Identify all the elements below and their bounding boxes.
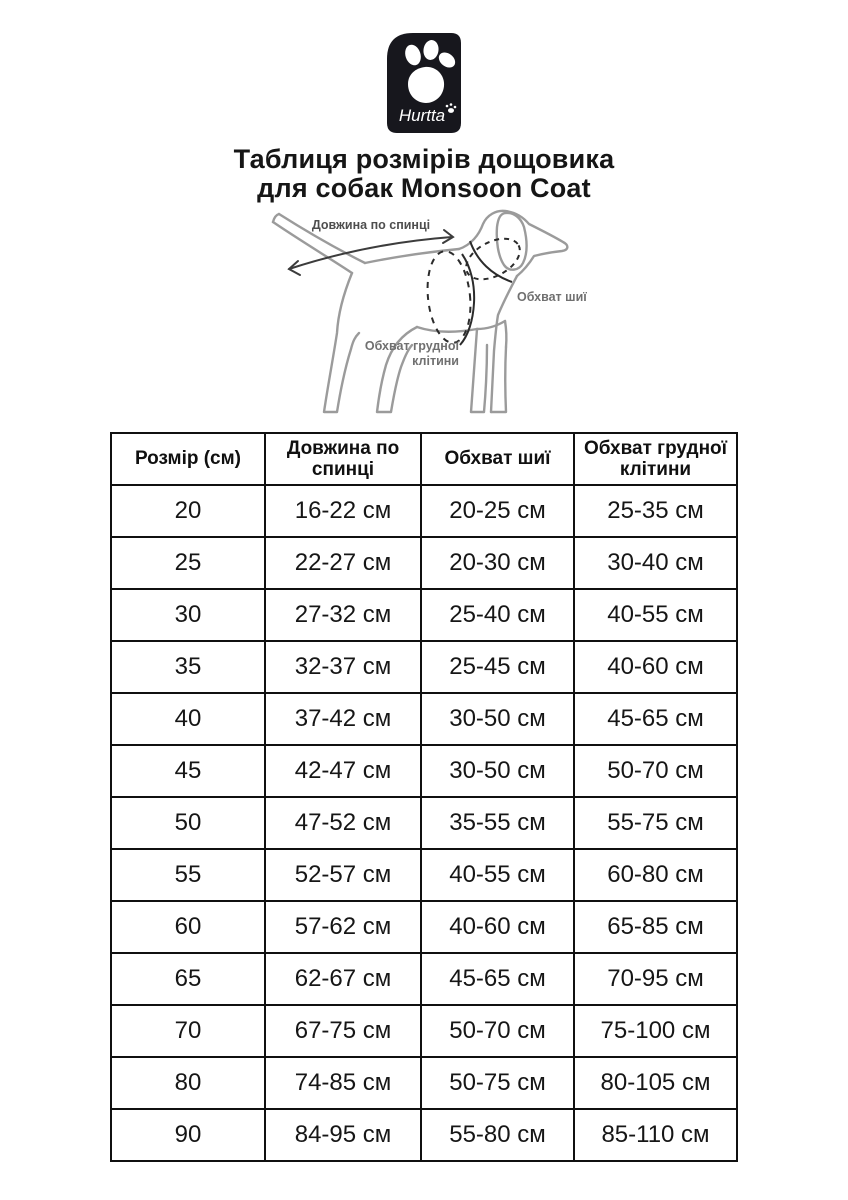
measure-cell: 57-62 см <box>264 900 422 954</box>
measure-cell: 22-27 см <box>264 536 422 590</box>
page-title: Таблиця розмірів дощовика для собак Mons… <box>0 145 848 203</box>
table-row: 90 84-95 см 55-80 см 85-110 см <box>110 1108 738 1162</box>
measure-cell: 50-70 см <box>573 744 738 798</box>
table-row: 65 62-67 см 45-65 см 70-95 см <box>110 952 738 1006</box>
measure-cell: 75-100 см <box>573 1004 738 1058</box>
size-cell: 70 <box>110 1004 266 1058</box>
measure-cell: 37-42 см <box>264 692 422 746</box>
size-table: Розмір (см) Довжина по спинці Обхват шиї… <box>110 432 738 1162</box>
size-cell: 55 <box>110 848 266 902</box>
table-row: 40 37-42 см 30-50 см 45-65 см <box>110 692 738 746</box>
size-cell: 40 <box>110 692 266 746</box>
col-header-size: Розмір (см) <box>110 432 266 486</box>
table-row: 20 16-22 см 20-25 см 25-35 см <box>110 484 738 538</box>
measure-cell: 52-57 см <box>264 848 422 902</box>
table-row: 60 57-62 см 40-60 см 65-85 см <box>110 900 738 954</box>
measure-cell: 80-105 см <box>573 1056 738 1110</box>
size-cell: 20 <box>110 484 266 538</box>
measure-cell: 35-55 см <box>420 796 575 850</box>
size-cell: 35 <box>110 640 266 694</box>
size-cell: 65 <box>110 952 266 1006</box>
measure-cell: 40-60 см <box>420 900 575 954</box>
measure-cell: 50-75 см <box>420 1056 575 1110</box>
measure-cell: 30-40 см <box>573 536 738 590</box>
size-cell: 50 <box>110 796 266 850</box>
back-length-arrow <box>287 229 455 276</box>
table-row: 70 67-75 см 50-70 см 75-100 см <box>110 1004 738 1058</box>
size-table-body: 20 16-22 см 20-25 см 25-35 см 25 22-27 см 20-3… <box>110 484 738 1162</box>
measure-cell: 70-95 см <box>573 952 738 1006</box>
chest-girth-label-line2: клітини <box>412 354 459 368</box>
page-title-line2: для собак Monsoon Coat <box>257 173 591 203</box>
measure-cell: 47-52 см <box>264 796 422 850</box>
size-cell: 60 <box>110 900 266 954</box>
measure-cell: 45-65 см <box>420 952 575 1006</box>
table-header-row: Розмір (см) Довжина по спинці Обхват шиї… <box>110 432 738 486</box>
table-row: 55 52-57 см 40-55 см 60-80 см <box>110 848 738 902</box>
measure-cell: 60-80 см <box>573 848 738 902</box>
measure-cell: 40-55 см <box>420 848 575 902</box>
table-row: 25 22-27 см 20-30 см 30-40 см <box>110 536 738 590</box>
measure-cell: 65-85 см <box>573 900 738 954</box>
measure-cell: 25-40 см <box>420 588 575 642</box>
mini-paw-icon <box>445 103 457 113</box>
size-cell: 90 <box>110 1108 266 1162</box>
neck-girth-label: Обхват шиї <box>517 290 587 304</box>
col-header-chest-girth: Обхват грудної клітини <box>573 432 738 486</box>
measure-cell: 30-50 см <box>420 692 575 746</box>
col-header-back-length: Довжина по спинці <box>264 432 422 486</box>
measure-cell: 32-37 см <box>264 640 422 694</box>
table-row: 30 27-32 см 25-40 см 40-55 см <box>110 588 738 642</box>
measure-cell: 20-30 см <box>420 536 575 590</box>
hurtta-logo: Hurtta <box>387 33 461 133</box>
size-cell: 25 <box>110 536 266 590</box>
measure-cell: 84-95 см <box>264 1108 422 1162</box>
measure-cell: 40-55 см <box>573 588 738 642</box>
size-cell: 45 <box>110 744 266 798</box>
measure-cell: 30-50 см <box>420 744 575 798</box>
size-cell: 80 <box>110 1056 266 1110</box>
measure-cell: 74-85 см <box>264 1056 422 1110</box>
dog-measurement-diagram: Довжина по спинці Обхват шиї Обхват груд… <box>271 209 587 414</box>
measure-cell: 42-47 см <box>264 744 422 798</box>
back-length-label: Довжина по спинці <box>312 218 430 232</box>
diagram-wrap: Довжина по спинці Обхват шиї Обхват груд… <box>0 209 848 427</box>
measure-cell: 16-22 см <box>264 484 422 538</box>
measure-cell: 25-35 см <box>573 484 738 538</box>
table-row: 80 74-85 см 50-75 см 80-105 см <box>110 1056 738 1110</box>
measure-cell: 25-45 см <box>420 640 575 694</box>
table-row: 35 32-37 см 25-45 см 40-60 см <box>110 640 738 694</box>
measure-cell: 45-65 см <box>573 692 738 746</box>
measure-cell: 55-75 см <box>573 796 738 850</box>
page-title-line1: Таблиця розмірів дощовика <box>233 144 615 174</box>
measure-cell: 27-32 см <box>264 588 422 642</box>
col-header-neck-girth: Обхват шиї <box>420 432 575 486</box>
table-row: 45 42-47 см 30-50 см 50-70 см <box>110 744 738 798</box>
measure-cell: 62-67 см <box>264 952 422 1006</box>
measure-cell: 55-80 см <box>420 1108 575 1162</box>
brand-wordmark: Hurtta <box>399 106 445 125</box>
measure-cell: 85-110 см <box>573 1108 738 1162</box>
chest-girth-label-line1: Обхват грудної <box>365 339 460 353</box>
measure-cell: 50-70 см <box>420 1004 575 1058</box>
logo-wrap: Hurtta <box>0 0 848 133</box>
measure-cell: 40-60 см <box>573 640 738 694</box>
size-cell: 30 <box>110 588 266 642</box>
measure-cell: 67-75 см <box>264 1004 422 1058</box>
measurement-marks <box>426 237 521 346</box>
paw-icon <box>405 40 456 103</box>
measure-cell: 20-25 см <box>420 484 575 538</box>
table-row: 50 47-52 см 35-55 см 55-75 см <box>110 796 738 850</box>
